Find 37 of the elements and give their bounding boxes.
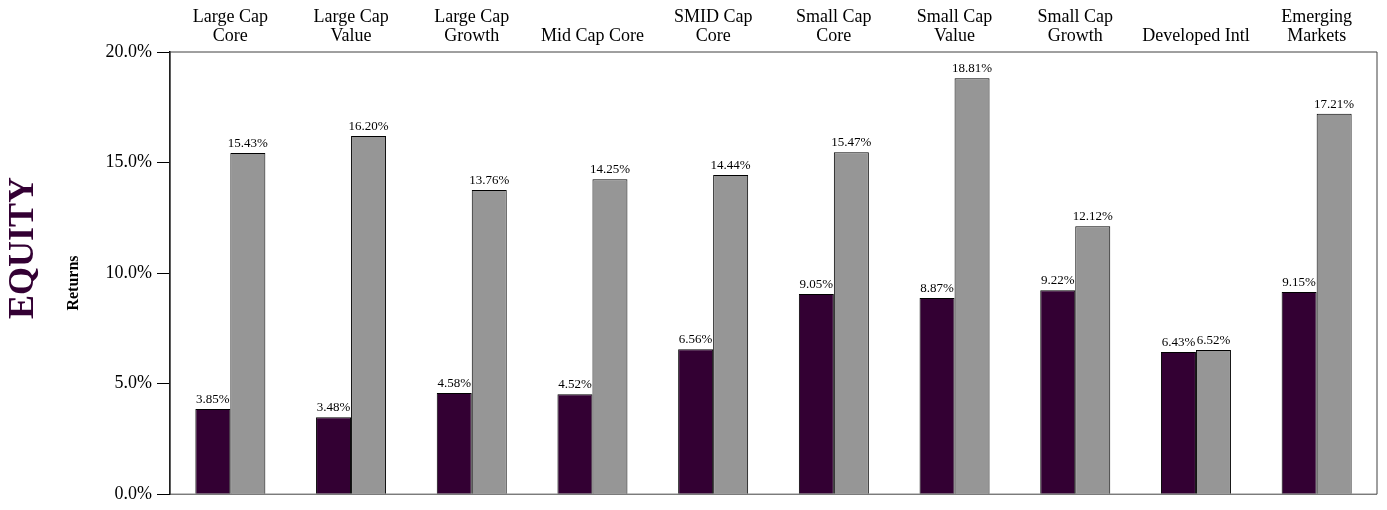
data-label: 14.25%: [589, 161, 631, 177]
x-tick-label: Small Cap Value: [916, 6, 993, 46]
data-label: 9.22%: [1040, 272, 1075, 288]
data-label: 14.44%: [710, 156, 751, 172]
x-tick-label: Large Cap Growth: [434, 6, 510, 46]
data-label: 9.15%: [1282, 273, 1317, 289]
data-label: 8.87%: [920, 280, 954, 296]
data-label: 4.52%: [558, 376, 592, 392]
data-label: 6.43%: [1161, 333, 1196, 349]
x-tick-label: Developed Intl: [1142, 25, 1250, 46]
x-tick-label: SMID Cap Core: [673, 6, 753, 46]
x-tick-label: Small Cap Core: [796, 6, 872, 46]
data-label: 6.52%: [1196, 331, 1231, 347]
data-label: 12.12%: [1072, 208, 1113, 224]
data-label: 16.20%: [348, 117, 389, 133]
data-label: 6.56%: [678, 331, 713, 347]
data-label: 9.05%: [799, 276, 834, 292]
y-tick-label: 5.0%: [114, 372, 152, 393]
text: EQUITY: [1, 176, 41, 320]
data-label: 3.48%: [316, 399, 351, 415]
y-tick-label: 0.0%: [114, 482, 152, 503]
data-label: 15.47%: [831, 134, 872, 150]
y-axis-title: Returns: [64, 255, 81, 311]
y-tick-label: 15.0%: [105, 151, 152, 172]
x-tick-label: Emerging Markets: [1281, 6, 1352, 46]
data-label: 13.76%: [469, 171, 510, 187]
x-tick-label: Small Cap Growth: [1037, 6, 1113, 46]
x-tick-label: Mid Cap Core: [540, 25, 644, 46]
data-label: 3.85%: [196, 391, 230, 406]
data-label: 4.58%: [437, 374, 472, 390]
x-tick-label: Large Cap Core: [192, 6, 268, 46]
y-tick-label: 10.0%: [105, 261, 152, 282]
y-tick-label: 20.0%: [105, 40, 152, 61]
data-label: 17.21%: [1314, 95, 1355, 111]
data-label: 18.81%: [952, 60, 993, 76]
x-tick-label: Large Cap Value: [313, 6, 389, 46]
data-label: 15.43%: [227, 134, 269, 150]
